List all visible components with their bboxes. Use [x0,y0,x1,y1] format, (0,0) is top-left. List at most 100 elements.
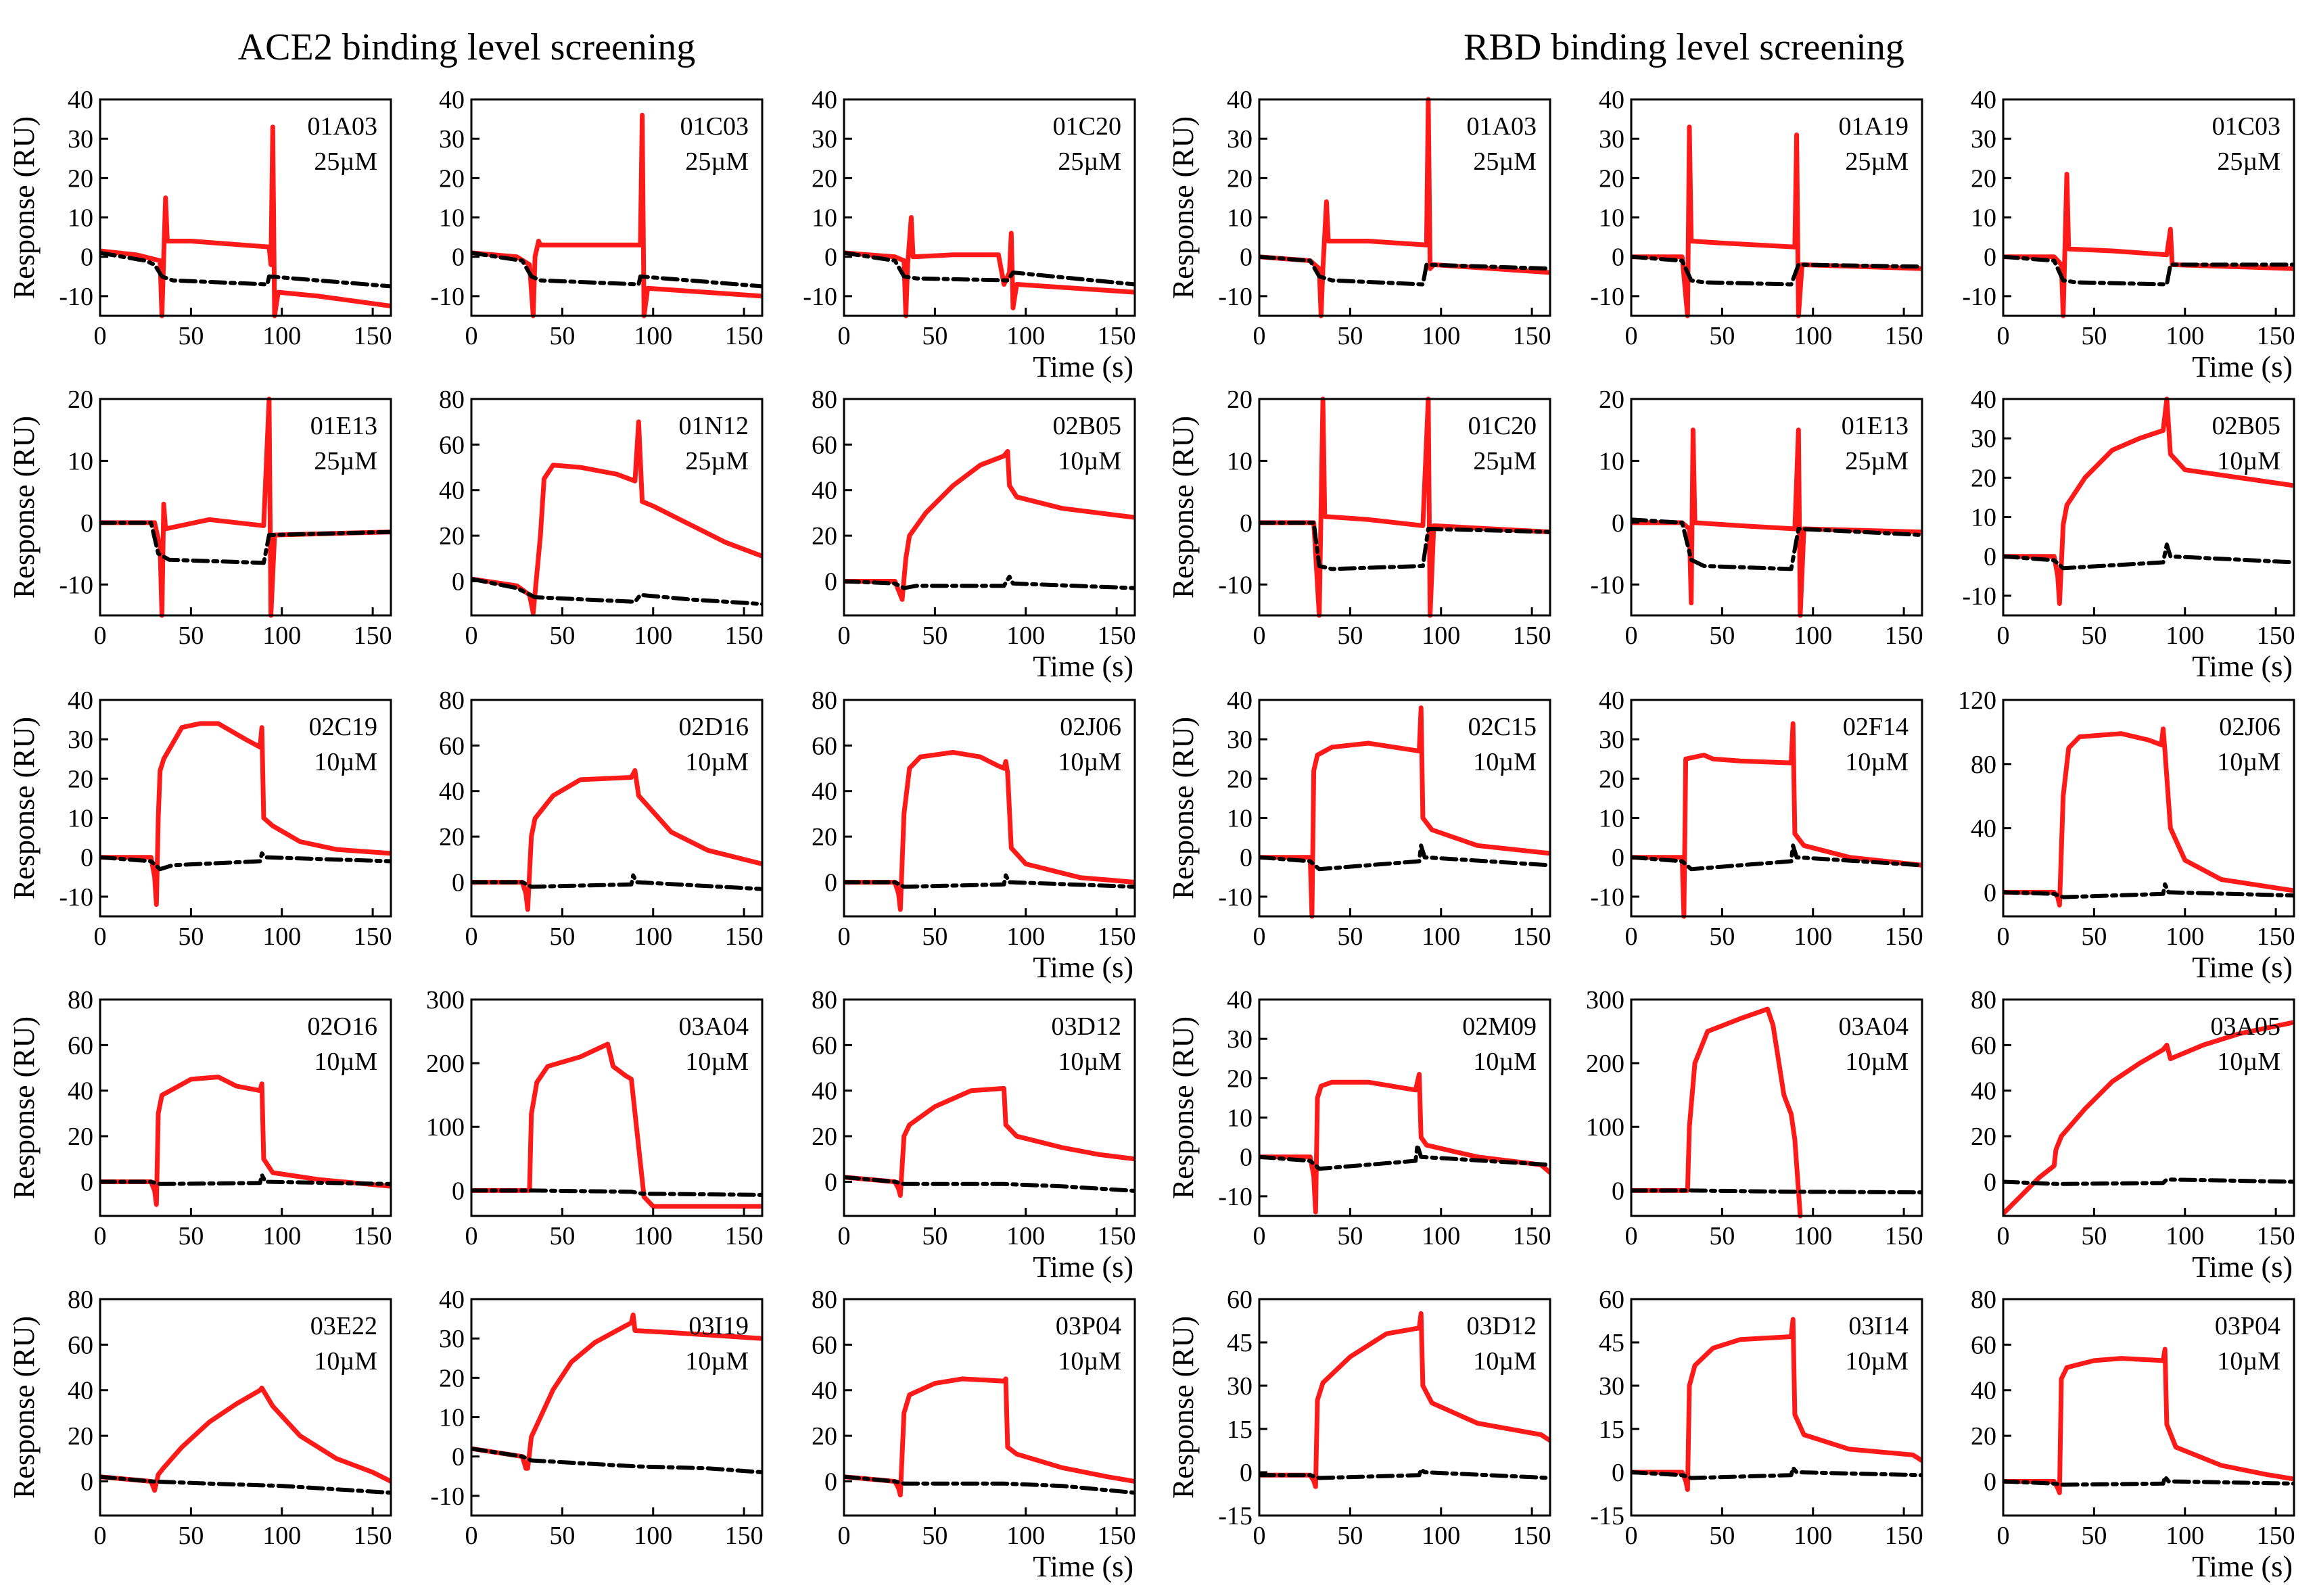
y-tick-label: -10 [1590,571,1624,599]
x-tick-label: 0 [1625,322,1638,350]
y-tick-label: 0 [1240,844,1253,872]
plot-frame [99,98,392,317]
x-tick-label: 150 [725,621,764,650]
concentration-label: 10µM [1058,447,1121,475]
x-axis-label: Time (s) [2192,350,2293,383]
y-tick-label: 40 [439,778,465,806]
plot-frame [843,998,1136,1217]
plot-frame [1630,699,1923,918]
x-tick-label: 50 [922,322,947,350]
y-tick-label: 40 [439,477,465,505]
y-tick-label: 10 [68,447,93,475]
plot-frame [1630,98,1923,317]
y-tick-label: 60 [1971,1331,1996,1359]
y-tick-label: 30 [1971,425,1996,453]
x-tick-label: 150 [725,922,764,951]
compound-label: 01A03 [1467,112,1537,141]
concentration-label: 10µM [1473,1347,1537,1376]
y-tick-label: -10 [1218,883,1253,912]
x-tick-label: 100 [262,322,301,350]
y-tick-label: 20 [1227,765,1253,793]
concentration-label: 25µM [1473,447,1537,475]
y-tick-label: 20 [68,765,93,793]
x-tick-label: 100 [1794,322,1832,350]
compound-label: 03A04 [1839,1012,1909,1041]
y-tick-label: 60 [812,1031,837,1060]
y-tick-label: 15 [1227,1415,1253,1444]
y-tick-label: -10 [1962,582,1996,611]
reference-series-line [844,1474,1135,1495]
compound-label: 03A05 [2211,1012,2280,1041]
x-axis-label: Time (s) [2192,951,2293,984]
plot-frame [470,98,764,317]
concentration-label: 10µM [1058,748,1121,776]
y-tick-label: 40 [68,686,93,715]
compound-label: 02F14 [1843,713,1909,741]
x-tick-label: 100 [262,1522,301,1550]
x-tick-label: 0 [838,621,851,650]
y-tick-label: 40 [1971,86,1996,114]
x-tick-label: 0 [1625,621,1638,650]
y-tick-label: 0 [1984,878,1996,907]
x-tick-label: 100 [634,922,672,951]
x-tick-label: 50 [1709,1522,1735,1550]
x-axis-label: Time (s) [1033,650,1133,683]
x-tick-label: 0 [1625,1522,1638,1550]
reference-series-line [471,1447,762,1474]
plot-frame [1258,998,1551,1217]
y-tick-label: 40 [812,86,837,114]
y-tick-label: 40 [812,1077,837,1106]
y-tick-label: -10 [803,283,837,311]
x-tick-label: 0 [1253,1222,1266,1250]
y-tick-label: 30 [1971,125,1996,154]
y-tick-label: 45 [1227,1329,1253,1357]
reference-series-line [844,250,1135,287]
y-tick-label: 20 [1599,385,1624,414]
y-axis-label: Response (RU) [7,116,41,299]
x-tick-label: 50 [1709,621,1735,650]
x-tick-label: 150 [1885,621,1923,650]
concentration-label: 10µM [2217,748,2280,776]
x-tick-label: 50 [549,621,575,650]
sample-series-line [844,215,1135,319]
y-tick-label: 60 [68,1331,93,1359]
chart-panel-rbd-02J06: 0 50 100 150 0 40 80 120 02J06 10µM Time (s) [1958,686,2295,984]
y-tick-label: 30 [1599,1372,1624,1401]
x-tick-label: 150 [725,322,764,350]
sample-series-line [2003,396,2294,606]
x-tick-label: 50 [1709,922,1735,951]
y-tick-label: 0 [1240,509,1253,538]
x-tick-label: 100 [1422,922,1460,951]
compound-label: 02B05 [2212,412,2280,440]
reference-series-line [100,250,391,289]
sample-series-line [1631,1006,1803,1219]
sample-series-line [2003,726,2294,908]
concentration-label: 10µM [2217,1048,2280,1076]
concentration-label: 25µM [2217,147,2280,176]
y-tick-label: 20 [812,522,837,550]
x-tick-label: 50 [178,322,204,350]
concentration-label: 25µM [1845,447,1909,475]
y-tick-label: 20 [439,1364,465,1392]
compound-label: 01A19 [1839,112,1909,141]
y-tick-label: 10 [1227,805,1253,833]
x-tick-label: 100 [1006,621,1045,650]
compound-label: 01A03 [308,112,377,141]
x-tick-label: 0 [1997,621,2010,650]
concentration-label: 10µM [1845,1347,1909,1376]
chart-panel-ace2-02J06: 0 50 100 150 0 20 40 60 80 02J06 10µM Time (s) [812,686,1136,984]
x-tick-label: 50 [2081,1222,2107,1250]
y-tick-label: -10 [430,1482,465,1511]
sample-series-line [1259,97,1550,319]
sample-series-line [844,750,1135,912]
concentration-label: 10µM [1058,1048,1121,1076]
concentration-label: 25µM [685,447,749,475]
x-tick-label: 0 [94,1222,107,1250]
y-tick-label: 0 [824,1468,837,1496]
reference-series-line [471,577,762,607]
x-tick-label: 50 [1709,1222,1735,1250]
x-tick-label: 150 [1885,1222,1923,1250]
chart-panel-ace2-03E22: 0 50 100 150 0 20 40 60 80 03E22 10µM Response (RU) [7,1286,392,1550]
